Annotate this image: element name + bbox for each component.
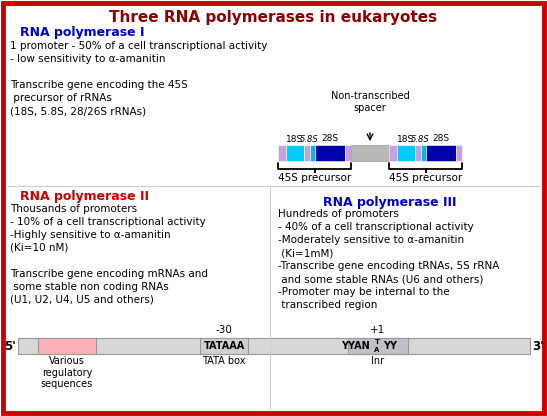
Bar xyxy=(345,145,351,161)
Text: and some stable RNAs (U6 and others): and some stable RNAs (U6 and others) xyxy=(278,274,484,284)
Text: Hundreds of promoters: Hundreds of promoters xyxy=(278,209,399,219)
Bar xyxy=(421,145,426,161)
Text: RNA polymerase III: RNA polymerase III xyxy=(323,196,457,209)
Text: precursor of rRNAs: precursor of rRNAs xyxy=(10,93,112,103)
Bar xyxy=(389,145,397,161)
Text: A: A xyxy=(374,347,380,353)
Bar xyxy=(38,338,96,354)
Text: Transcribe gene encoding mRNAs and: Transcribe gene encoding mRNAs and xyxy=(10,269,208,279)
Bar xyxy=(310,145,315,161)
Bar xyxy=(348,338,408,354)
Text: 45S precursor: 45S precursor xyxy=(389,173,462,183)
Bar xyxy=(200,338,248,354)
Text: 1 promoter - 50% of a cell transcriptional activity: 1 promoter - 50% of a cell transcription… xyxy=(10,41,267,51)
Text: -Promoter may be internal to the: -Promoter may be internal to the xyxy=(278,287,450,297)
Text: 18S: 18S xyxy=(397,135,415,144)
Text: (Ki=10 nM): (Ki=10 nM) xyxy=(10,243,68,253)
Text: Non-transcribed
spacer: Non-transcribed spacer xyxy=(330,92,409,113)
Text: Thousands of promoters: Thousands of promoters xyxy=(10,204,137,214)
Bar xyxy=(415,145,421,161)
Bar xyxy=(18,338,530,354)
Text: T: T xyxy=(375,339,380,345)
FancyBboxPatch shape xyxy=(3,3,544,413)
Text: Various
regulatory
sequences: Various regulatory sequences xyxy=(41,356,93,389)
Text: -Transcribe gene encoding tRNAs, 5S rRNA: -Transcribe gene encoding tRNAs, 5S rRNA xyxy=(278,261,499,271)
Bar xyxy=(278,145,286,161)
Bar xyxy=(286,145,304,161)
Text: (Ki=1mM): (Ki=1mM) xyxy=(278,248,333,258)
Bar xyxy=(456,145,462,161)
Text: TATAAA: TATAAA xyxy=(203,341,245,351)
Text: 45S precursor: 45S precursor xyxy=(278,173,351,183)
Text: (U1, U2, U4, U5 and others): (U1, U2, U4, U5 and others) xyxy=(10,295,154,305)
Text: 3': 3' xyxy=(532,339,544,352)
Text: -30: -30 xyxy=(216,325,232,335)
Text: RNA polymerase II: RNA polymerase II xyxy=(20,190,149,203)
Text: - 10% of a cell transcriptional activity: - 10% of a cell transcriptional activity xyxy=(10,217,206,227)
Text: - 40% of a cell transcriptional activity: - 40% of a cell transcriptional activity xyxy=(278,222,474,232)
Text: 28S: 28S xyxy=(433,134,450,143)
Text: +1: +1 xyxy=(370,325,386,335)
Text: Transcribe gene encoding the 45S: Transcribe gene encoding the 45S xyxy=(10,80,188,90)
Text: YYAN: YYAN xyxy=(341,341,370,351)
Text: 5.8S: 5.8S xyxy=(411,135,430,144)
Text: - low sensitivity to α-amanitin: - low sensitivity to α-amanitin xyxy=(10,54,166,64)
Text: -Moderately sensitive to α-amanitin: -Moderately sensitive to α-amanitin xyxy=(278,235,464,245)
Text: some stable non coding RNAs: some stable non coding RNAs xyxy=(10,282,169,292)
Bar xyxy=(304,145,310,161)
Text: RNA polymerase I: RNA polymerase I xyxy=(20,26,144,39)
Text: TATA box: TATA box xyxy=(202,356,246,366)
Bar xyxy=(351,145,389,161)
Text: 18S: 18S xyxy=(287,135,304,144)
Text: 28S: 28S xyxy=(322,134,339,143)
Text: -Highly sensitive to α-amanitin: -Highly sensitive to α-amanitin xyxy=(10,230,171,240)
Text: 5': 5' xyxy=(4,339,16,352)
Bar xyxy=(315,145,345,161)
Text: Inr: Inr xyxy=(371,356,385,366)
Text: transcribed region: transcribed region xyxy=(278,300,377,310)
Bar xyxy=(426,145,456,161)
Bar xyxy=(397,145,415,161)
Text: Three RNA polymerases in eukaryotes: Three RNA polymerases in eukaryotes xyxy=(109,10,437,25)
Text: (18S, 5.8S, 28/26S rRNAs): (18S, 5.8S, 28/26S rRNAs) xyxy=(10,106,146,116)
Text: 5.8S: 5.8S xyxy=(300,135,319,144)
Text: YY: YY xyxy=(383,341,397,351)
